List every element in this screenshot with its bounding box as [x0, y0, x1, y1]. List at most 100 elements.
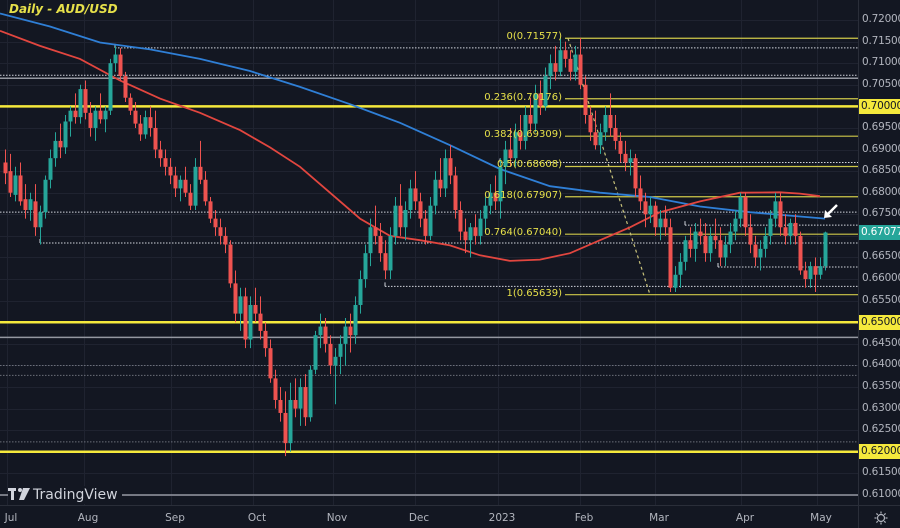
- price-tick-label: 0.64500: [862, 336, 900, 349]
- candle-body: [588, 114, 593, 133]
- candle-body: [728, 231, 733, 245]
- candle-body: [388, 235, 393, 271]
- candle-body: [298, 387, 303, 409]
- price-tick-label: 0.61500: [862, 466, 900, 479]
- price-tick-label: 0.69000: [862, 142, 900, 155]
- candle-body: [553, 63, 558, 72]
- candle-body: [813, 266, 818, 275]
- candle-body: [818, 266, 823, 275]
- candle-body: [423, 218, 428, 236]
- candle-body: [288, 399, 293, 444]
- candle-body: [48, 158, 53, 180]
- candle-body: [283, 412, 288, 444]
- candle-body: [223, 235, 228, 245]
- level-price-badge: 0.62000: [859, 444, 900, 460]
- candle-body: [463, 231, 468, 241]
- candle-body: [308, 369, 313, 418]
- candle-body: [718, 240, 723, 258]
- candle-body: [368, 227, 373, 254]
- candle-body: [618, 140, 623, 154]
- price-tick-label: 0.70500: [862, 77, 900, 90]
- candle-body: [758, 248, 763, 258]
- candle-body: [13, 175, 18, 195]
- candle-body: [313, 335, 318, 370]
- candle-body: [8, 171, 13, 193]
- candle-body: [413, 188, 418, 202]
- candle-body: [478, 218, 483, 236]
- candle-body: [63, 121, 68, 148]
- candle-body: [658, 218, 663, 228]
- candle-body: [698, 231, 703, 236]
- candle-body: [58, 140, 63, 148]
- candle-body: [693, 231, 698, 249]
- tradingview-logo-icon: [8, 486, 30, 504]
- candle-body: [453, 175, 458, 210]
- candle-body: [268, 348, 273, 379]
- candle-body: [613, 127, 618, 141]
- fib-level-label: 0.618(0.67907): [484, 189, 562, 201]
- candle-body: [168, 166, 173, 176]
- candle-body: [678, 261, 683, 275]
- candle-body: [433, 179, 438, 206]
- candle-body: [488, 192, 493, 206]
- time-tick-label: Nov: [326, 512, 348, 524]
- time-tick-label: Dec: [408, 512, 430, 524]
- candle-body: [343, 326, 348, 344]
- candle-body: [713, 235, 718, 241]
- candle-body: [393, 205, 398, 236]
- candle-body: [558, 50, 563, 72]
- candle-body: [173, 175, 178, 189]
- candle-body: [378, 235, 383, 254]
- price-tick-label: 0.63000: [862, 401, 900, 414]
- candle-body: [238, 296, 243, 314]
- gear-icon[interactable]: [874, 511, 888, 528]
- candle-body: [438, 179, 443, 189]
- candle-body: [328, 343, 333, 366]
- candle-body: [783, 227, 788, 236]
- candle-body: [578, 54, 583, 85]
- time-tick-label: Aug: [77, 512, 99, 524]
- time-tick-label: 2023: [488, 512, 516, 524]
- candle-body: [483, 205, 488, 219]
- candle-body: [533, 93, 538, 124]
- candle-body: [823, 232, 828, 267]
- candle-body: [753, 244, 758, 258]
- candle-body: [353, 304, 358, 336]
- candle-body: [668, 227, 673, 288]
- price-tick-label: 0.71000: [862, 56, 900, 69]
- candle-body: [598, 132, 603, 146]
- candle-body: [518, 132, 523, 141]
- candle-body: [153, 127, 158, 150]
- candle-body: [278, 399, 283, 413]
- price-tick-label: 0.66500: [862, 250, 900, 263]
- level-price-badge: 0.70000: [859, 98, 900, 114]
- candle-body: [348, 326, 353, 336]
- time-tick-label: May: [810, 512, 832, 524]
- candle-body: [538, 93, 543, 107]
- candle-body: [793, 222, 798, 236]
- candle-body: [243, 296, 248, 340]
- candle-body: [318, 326, 323, 336]
- candle-body: [83, 89, 88, 113]
- candle-body: [373, 227, 378, 236]
- candle-body: [3, 162, 8, 174]
- candle-body: [798, 235, 803, 271]
- price-tick-label: 0.64000: [862, 358, 900, 371]
- candle-body: [108, 63, 113, 111]
- candle-body: [638, 188, 643, 202]
- tradingview-logo: TradingView: [8, 486, 122, 504]
- candle-body: [733, 218, 738, 232]
- candle-body: [93, 110, 98, 128]
- chart-title: Daily - AUD/USD: [9, 2, 118, 16]
- candle-body: [603, 114, 608, 133]
- candle-body: [778, 201, 783, 228]
- candle-body: [273, 378, 278, 400]
- candle-body: [228, 244, 233, 284]
- price-tick-label: 0.67500: [862, 207, 900, 220]
- candle-body: [803, 270, 808, 280]
- tradingview-logo-text: TradingView: [33, 487, 118, 503]
- candle-body: [418, 201, 423, 219]
- candle-body: [773, 201, 778, 219]
- candle-body: [808, 266, 813, 280]
